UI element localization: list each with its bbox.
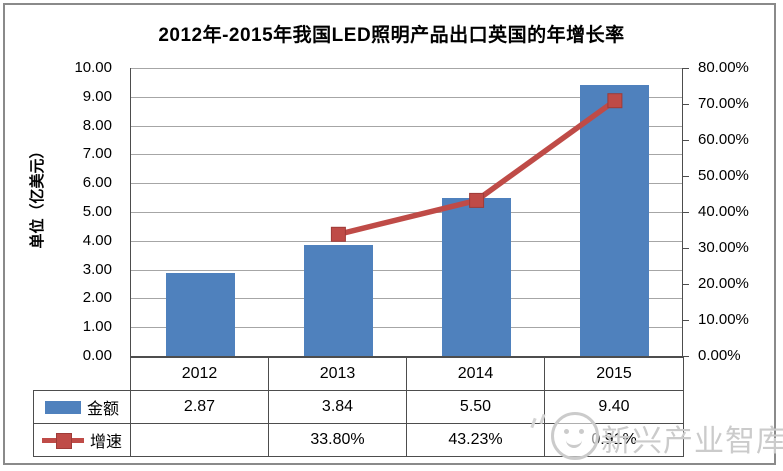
y-right-tick-mark [683,176,689,177]
gridline [131,298,682,300]
y-left-tick-label: 7.00 [82,145,112,163]
amount-legend-label: 金额 [86,401,119,418]
line-marker [330,226,346,242]
y-left-axis-labels: 10.00 9.00 8.00 7.00 6.00 5.00 4.00 3.00 2.00 1.0… [28,59,112,364]
y-right-tick-mark [683,320,689,321]
bar-2012 [165,273,235,356]
amount-legend-swatch-icon [44,400,81,414]
growth-line-layer [330,93,623,242]
year-cell: 2012 [130,357,269,391]
gridline [131,269,682,271]
growth-cell: 33.80% [268,423,407,457]
growth-cell: 43.23% [406,423,545,457]
growth-cell [130,423,269,457]
y-right-tick-label: 0.00% [698,347,741,364]
y-left-tick-label: 3.00 [82,260,112,278]
y-right-tick-mark [683,356,689,357]
table-row-years: 2012 2013 2014 2015 [34,357,684,391]
y-right-tick-mark [683,212,689,213]
plot-area [130,68,683,357]
y-left-tick-label: 5.00 [82,203,112,220]
year-cell: 2014 [406,357,545,391]
y-right-tick-label: 30.00% [698,239,749,256]
y-left-tick-label: 9.00 [82,87,112,105]
gridline [131,240,682,242]
amount-cell: 5.50 [406,390,545,424]
y-right-tick-label: 70.00% [698,95,749,112]
legend-cell-growth: 增速 [33,423,131,457]
y-right-tick-label: 60.00% [698,131,749,148]
y-right-axis-labels: 80.00% 70.00% 60.00% 50.00% 40.00% 30.00% 20.0… [683,59,778,364]
bar-2014 [442,197,512,356]
data-table: 2012 2013 2014 2015 金额 2.87 3.84 5.50 9.… [33,357,684,457]
y-left-tick-label: 4.00 [82,231,112,249]
y-left-tick-label: 8.00 [82,116,112,134]
y-left-tick-label: 1.00 [82,318,112,336]
growth-legend-marker-icon [55,432,72,449]
growth-line [337,98,617,237]
line-marker [469,192,485,208]
bar-2013 [303,245,373,356]
gridline [131,183,682,185]
y-right-tick-label: 10.00% [698,311,749,328]
year-cell: 2013 [268,357,407,391]
y-left-tick-label: 10.00 [74,59,112,76]
watermark-text: 新兴产业智库 [601,425,783,458]
bar-2015 [580,85,650,356]
growth-legend-label: 增速 [89,434,122,451]
y-left-tick-label: 2.00 [82,289,112,307]
watermark-face-icon [551,412,599,460]
y-right-tick-mark [683,140,689,141]
gridline [131,327,682,329]
gridline [131,154,682,156]
table-corner-cell [34,358,131,391]
amount-cell: 2.87 [130,390,269,424]
gridline [131,212,682,213]
y-right-tick-mark [683,104,689,105]
y-left-tick-label: 6.00 [82,174,112,192]
line-marker [607,93,623,109]
y-right-tick-mark [683,248,689,249]
y-right-tick-label: 80.00% [698,59,749,76]
legend-cell-amount: 金额 [33,390,131,424]
year-cell: 2015 [544,357,684,391]
y-right-tick-mark [683,284,689,285]
gridline [131,96,682,98]
y-right-tick-label: 20.00% [698,275,749,292]
gridline [131,68,682,69]
gridline [131,125,682,127]
chart-title: 2012年-2015年我国LED照明产品出口英国的年增长率 [158,25,625,46]
y-right-tick-label: 40.00% [698,203,749,220]
y-right-tick-label: 50.00% [698,167,749,184]
y-right-tick-mark [683,68,689,69]
growth-legend-line-icon [41,432,84,449]
amount-cell: 3.84 [268,390,407,424]
y-left-tick-label: 0.00 [82,347,112,364]
